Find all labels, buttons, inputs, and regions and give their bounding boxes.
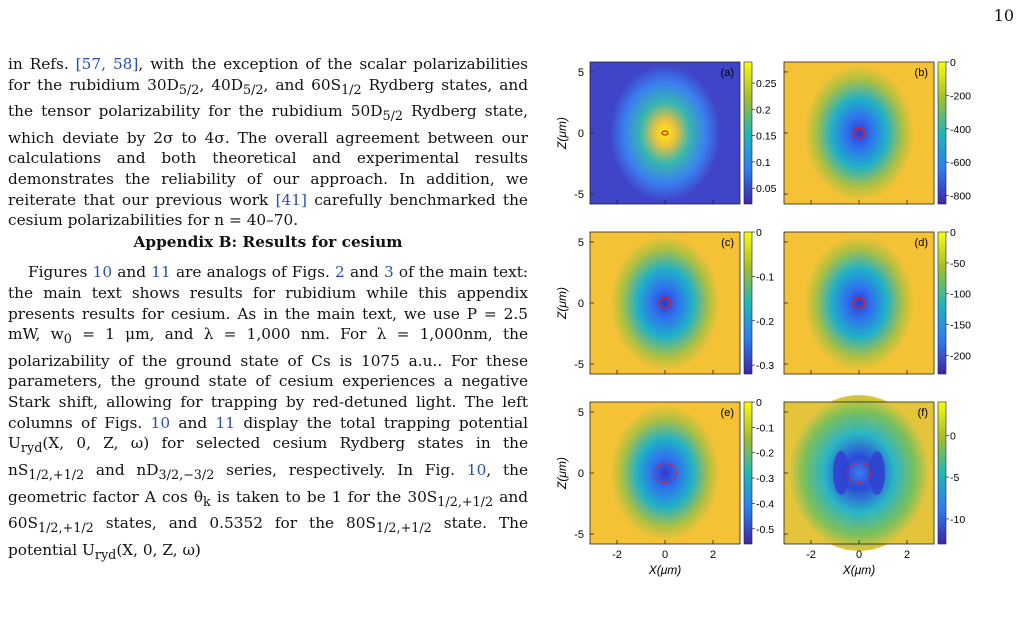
trap-contour	[852, 127, 866, 139]
potential-well	[610, 65, 720, 201]
potential-well	[804, 235, 914, 371]
y-axis-label: Z(μm)	[555, 287, 569, 320]
colorbar	[937, 61, 947, 205]
paragraph-2: Figures 10 and 11 are analogs of Figs. 2…	[8, 263, 529, 563]
figure-link[interactable]: 2	[335, 263, 345, 282]
figure-link[interactable]: 3	[383, 263, 394, 282]
y-tick-label: 0	[578, 468, 584, 480]
colorbar	[743, 401, 753, 545]
x-tick-label: -2	[612, 549, 622, 561]
colorbar-tick-label: 0	[950, 430, 956, 442]
trap-contour	[661, 130, 669, 136]
heatmap-panel-d: (d) 0 -50 -100 -150 -200	[783, 227, 971, 375]
citation-link[interactable]: [41]	[275, 190, 307, 209]
colorbar	[937, 401, 947, 545]
colorbar-tick-label: 0.25	[756, 78, 777, 90]
colorbar-tick-label: -100	[950, 289, 971, 301]
y-axis-label: Z(μm)	[555, 457, 569, 490]
y-tick-label: 0	[578, 298, 584, 310]
figure-link[interactable]: 10	[92, 263, 113, 282]
heatmap-panel-f: (f) -2 0 2 0 -5 -10	[783, 395, 965, 561]
potential-well	[804, 65, 914, 201]
colorbar-tick-label: 0	[950, 57, 956, 69]
panel-label: (d)	[915, 237, 928, 249]
y-tick-label: -5	[574, 359, 584, 371]
x-tick-label: 2	[710, 549, 716, 561]
y-tick-label: 5	[578, 407, 584, 419]
panel-label: (b)	[915, 67, 928, 79]
colorbar-tick-label: -800	[950, 191, 971, 203]
panel-label: (f)	[918, 407, 928, 419]
colorbar-tick-label: 0.05	[756, 183, 777, 195]
y-tick-label: 5	[578, 237, 584, 249]
colorbar-tick-label: -0.4	[756, 498, 774, 510]
colorbar-tick-label: 0	[756, 397, 762, 409]
colorbar-tick-label: -50	[950, 258, 965, 270]
y-tick-label: -5	[574, 189, 584, 201]
colorbar	[937, 231, 947, 375]
heatmap-panel-c: (c) 5 0 -5 0 -0.1 -0.2 -0.3	[574, 227, 774, 375]
colorbar-tick-label: -200	[950, 350, 971, 362]
citation-link[interactable]: [57, 58]	[75, 55, 139, 73]
panel-label: (e)	[721, 407, 734, 419]
colorbar-tick-label: -0.1	[756, 271, 774, 283]
colorbar-tick-label: -400	[950, 124, 971, 136]
colorbar-tick-label: -5	[950, 472, 959, 484]
trap-contour	[852, 297, 866, 309]
colorbar-tick-label: 0.15	[756, 131, 777, 143]
x-tick-label: 0	[662, 549, 668, 561]
panel-label: (c)	[721, 237, 734, 249]
figure-link[interactable]: 11	[151, 263, 171, 282]
colorbar-tick-label: -150	[950, 320, 971, 332]
figure-10: (a)50-50.250.20.150.10.05(b)0-200-400-60…	[555, 57, 971, 577]
colorbar-tick-label: 0	[950, 227, 956, 239]
trap-contour	[846, 462, 872, 484]
heatmap-panel-a: (a) 5 0 -5 0.25 0.2 0.15 0.1 0.05	[574, 61, 777, 205]
y-tick-label: 0	[578, 128, 584, 140]
colorbar-tick-label: 0	[756, 227, 762, 239]
colorbar-tick-label: 0.1	[756, 157, 771, 169]
appendix-heading: Appendix B: Results for cesium	[133, 232, 403, 251]
figure-link[interactable]: 11	[215, 413, 235, 432]
page-number: 10	[993, 6, 1014, 25]
heatmap-panel-b: (b) 0 -200 -400 -600 -800	[783, 57, 971, 205]
y-axis-label: Z(μm)	[555, 117, 569, 150]
colorbar-tick-label: -0.2	[756, 448, 774, 460]
colorbar-tick-label: 0.2	[756, 104, 771, 116]
colorbar-tick-label: -200	[950, 90, 971, 102]
colorbar-tick-label: -0.5	[756, 524, 774, 536]
figure-link[interactable]: 10	[466, 460, 487, 479]
potential-well	[610, 235, 720, 371]
trap-contour	[652, 462, 678, 484]
text-column: in Refs. [57, 58], with the exception of…	[8, 54, 528, 566]
heatmap-panel-e: (e) 5 0 -5 -2 0 2 0 -0.1 -0.2 -0.3 -0.4 -0.5	[574, 397, 774, 561]
trap-contour	[658, 297, 672, 309]
panel-label: (a)	[721, 67, 734, 79]
x-axis-label: X(μm)	[648, 563, 682, 577]
colorbar-tick-label: -0.2	[756, 316, 774, 328]
colorbar	[743, 231, 753, 375]
x-tick-label: 2	[904, 549, 910, 561]
x-axis-label: X(μm)	[842, 563, 876, 577]
colorbar-tick-label: -0.1	[756, 422, 774, 434]
y-tick-label: 5	[578, 67, 584, 79]
paragraph-1: in Refs. [57, 58], with the exception of…	[8, 55, 528, 230]
potential-well	[789, 395, 929, 551]
y-tick-label: -5	[574, 529, 584, 541]
colorbar-tick-label: -0.3	[756, 473, 774, 485]
x-tick-label: -2	[806, 549, 816, 561]
potential-well	[610, 405, 720, 541]
colorbar	[743, 61, 753, 205]
x-tick-label: 0	[856, 549, 862, 561]
colorbar-tick-label: -10	[950, 514, 965, 526]
figure-link[interactable]: 10	[150, 413, 171, 432]
colorbar-tick-label: -0.3	[756, 360, 774, 372]
colorbar-tick-label: -600	[950, 157, 971, 169]
